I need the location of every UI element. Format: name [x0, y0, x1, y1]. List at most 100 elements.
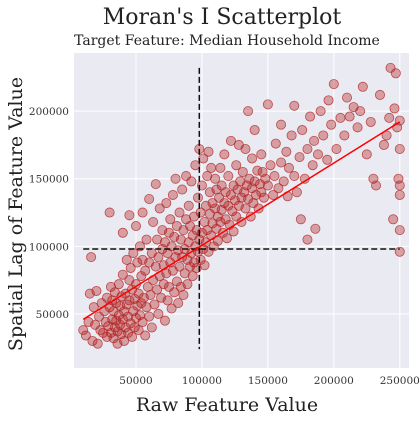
scatter-point — [240, 203, 251, 214]
scatter-point — [355, 106, 366, 117]
chart-subtitle: Target Feature: Median Household Income — [74, 33, 380, 49]
scatter-point — [121, 254, 132, 265]
scatter-point — [136, 271, 147, 282]
scatter-point — [174, 261, 185, 272]
scatter-point — [262, 180, 273, 191]
scatter-point — [170, 173, 181, 184]
grid-lines — [74, 53, 409, 368]
scatter-point — [389, 103, 400, 114]
scatter-point — [169, 287, 180, 298]
x-tick-label: 200000 — [314, 375, 354, 387]
scatter-point — [289, 100, 300, 111]
scatter-point — [117, 227, 128, 238]
scatter-point — [104, 207, 115, 218]
fit-line-group — [82, 121, 401, 320]
scatter-point — [262, 99, 273, 110]
scatter-point — [132, 257, 143, 268]
scatter-point — [148, 216, 159, 227]
scatter-point — [115, 319, 126, 330]
scatter-point — [388, 214, 399, 225]
scatter-point — [310, 223, 321, 234]
scatter-point — [394, 225, 405, 236]
scatter-point — [223, 171, 234, 182]
scatter-point — [305, 111, 316, 122]
scatter-point — [339, 130, 350, 141]
scatter-point — [207, 198, 218, 209]
scatter-point — [130, 221, 141, 232]
scatter-point — [161, 198, 172, 209]
scatter-point — [371, 180, 382, 191]
scatter-point — [183, 200, 194, 211]
scatter-point — [113, 279, 124, 290]
scatter-point — [123, 327, 134, 338]
y-tick-label: 200000 — [29, 106, 69, 118]
y-tick-label: 50000 — [36, 309, 69, 321]
scatter-point — [160, 315, 171, 326]
scatter-point — [249, 176, 260, 187]
reference-lines — [83, 67, 400, 350]
scatter-point — [141, 234, 152, 245]
scatter-point — [273, 183, 284, 194]
scatter-point — [307, 160, 318, 171]
scatter-point — [394, 189, 405, 200]
scatter-point — [302, 234, 313, 245]
scatter-point — [342, 92, 353, 103]
scatter-point — [187, 271, 198, 282]
scatter-point — [98, 327, 109, 338]
scatter-point — [276, 119, 287, 130]
scatter-point — [328, 79, 339, 90]
scatter-point — [322, 154, 333, 165]
scatter-point — [127, 331, 138, 342]
scatter-point — [361, 149, 372, 160]
scatter-point — [268, 189, 279, 200]
scatter-point — [302, 143, 313, 154]
regression-fit-line — [82, 121, 401, 320]
scatter-point — [394, 180, 405, 191]
x-tick-label: 50000 — [119, 375, 152, 387]
scatter-point — [219, 149, 230, 160]
scatter-point — [215, 216, 226, 227]
scatter-point — [384, 112, 395, 123]
y-tick-label: 100000 — [29, 241, 69, 253]
scatter-point — [309, 135, 320, 146]
scatter-point — [88, 302, 99, 313]
scatter-point — [269, 171, 280, 182]
scatter-points — [78, 62, 405, 349]
scatter-point — [318, 130, 329, 141]
scatter-point — [158, 279, 169, 290]
scatter-point — [140, 330, 151, 341]
scatter-point — [228, 226, 239, 237]
scatter-point — [326, 119, 337, 130]
scatter-point — [289, 171, 300, 182]
scatter-point — [223, 200, 234, 211]
scatter-point — [150, 179, 161, 190]
scatter-point — [281, 146, 292, 157]
scatter-point — [294, 152, 305, 163]
scatter-point — [163, 227, 174, 238]
scatter-point — [352, 122, 363, 133]
scatter-point — [243, 106, 254, 117]
scatter-point — [215, 162, 226, 173]
scatter-point — [221, 233, 232, 244]
scatter-point — [357, 81, 368, 92]
scatter-point — [210, 173, 221, 184]
scatter-point — [165, 214, 176, 225]
scatter-point — [335, 112, 346, 123]
scatter-point — [178, 289, 189, 300]
scatter-point — [78, 325, 89, 336]
scatter-point — [203, 146, 214, 157]
scatter-point — [315, 106, 326, 117]
scatter-point — [144, 311, 155, 322]
scatter-point — [344, 111, 355, 122]
scatter-point — [278, 176, 289, 187]
scatter-point — [133, 325, 144, 336]
scatter-point — [144, 194, 155, 205]
scatter-point — [258, 192, 269, 203]
scatter-point — [249, 125, 260, 136]
scatter-point — [225, 189, 236, 200]
scatter-point — [390, 68, 401, 79]
scatter-point — [154, 203, 165, 214]
scatter-point — [140, 265, 151, 276]
